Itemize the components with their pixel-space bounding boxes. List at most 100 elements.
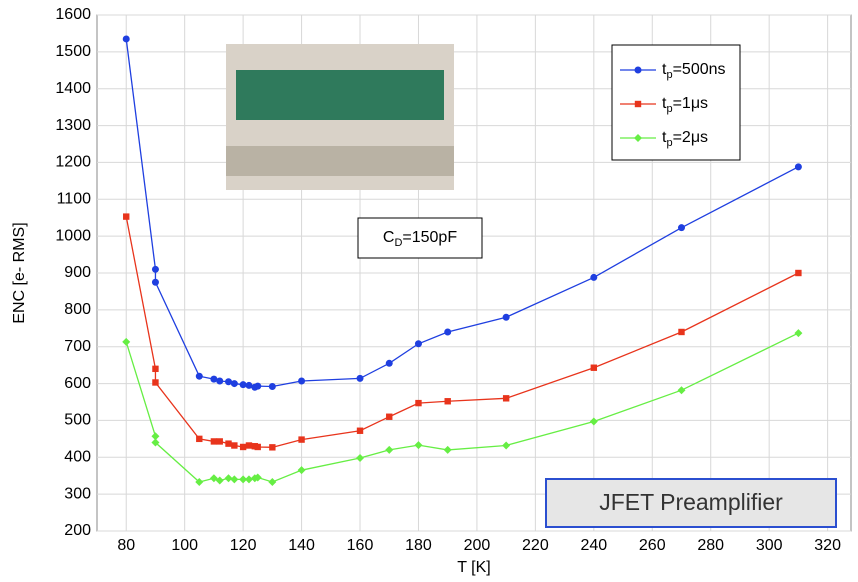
y-tick-label: 1100: [57, 191, 92, 208]
point: [151, 432, 160, 441]
x-tick-label: 300: [756, 537, 783, 554]
x-tick-label: 120: [230, 537, 257, 554]
point: [589, 417, 598, 426]
point: [795, 269, 802, 277]
label-box: [545, 478, 837, 528]
point: [443, 445, 452, 454]
point: [356, 427, 364, 434]
y-tick-label: 1600: [55, 6, 91, 23]
point: [298, 377, 306, 385]
y-tick-label: 1000: [55, 227, 91, 244]
legend-label: tp=1μs: [662, 95, 708, 115]
annotation: JFET Preamplifier: [599, 489, 783, 515]
point: [414, 340, 422, 348]
point: [444, 398, 451, 405]
x-tick-label: 140: [288, 537, 315, 554]
point: [590, 273, 598, 281]
legend: [611, 44, 741, 161]
y-tick-label: 200: [64, 522, 91, 539]
photo: [226, 44, 454, 190]
y-axis-label: ENC [e- RMS]: [11, 222, 28, 323]
x-axis-label: T [K]: [457, 559, 491, 576]
x-tick-label: 240: [580, 537, 607, 554]
point: [414, 441, 423, 450]
point: [385, 359, 393, 367]
y-tick-label: 1400: [55, 80, 91, 97]
point: [297, 466, 306, 475]
point: [230, 380, 238, 388]
point: [502, 313, 510, 321]
point: [210, 375, 218, 383]
y-tick-label: 600: [64, 375, 91, 392]
point: [415, 399, 422, 407]
point: [254, 443, 261, 451]
point: [356, 374, 364, 382]
point: [590, 364, 598, 371]
annotation: CD=150pF: [383, 229, 457, 249]
point: [239, 475, 248, 484]
point: [152, 379, 159, 386]
y-tick-label: 300: [64, 485, 91, 502]
photo-ruler: [226, 146, 454, 176]
x-tick-label: 280: [697, 537, 724, 554]
point: [239, 443, 247, 451]
y-tick-label: 1300: [55, 117, 91, 134]
x-tick-label: 320: [814, 537, 841, 554]
point: [216, 438, 223, 445]
x-tick-label: 180: [405, 537, 432, 554]
point: [678, 328, 685, 336]
y-tick-label: 500: [64, 412, 91, 429]
point: [209, 474, 218, 483]
point: [210, 438, 218, 445]
point: [677, 386, 686, 395]
legend-label: tp=500ns: [662, 61, 726, 81]
point: [253, 473, 262, 482]
point: [196, 435, 203, 443]
point: [123, 213, 130, 220]
point: [231, 442, 238, 449]
x-tick-label: 220: [522, 537, 549, 554]
legend-items: tp=500ns tp=1μs tp=2μs: [620, 61, 726, 149]
photo-board: [236, 70, 444, 120]
point: [122, 337, 131, 346]
point: [268, 383, 276, 391]
point: [634, 100, 642, 108]
y-tick-label: 1500: [55, 43, 91, 60]
point: [195, 477, 204, 486]
point: [122, 35, 130, 43]
annotation-box: [357, 217, 483, 259]
point: [151, 438, 160, 447]
series-layer: [122, 35, 803, 486]
point: [225, 378, 233, 386]
point: [245, 381, 253, 389]
point: [230, 475, 239, 484]
point: [195, 372, 203, 380]
point: [677, 224, 685, 232]
y-tick-label: 400: [64, 449, 91, 466]
x-tick-label: 80: [117, 537, 135, 554]
x-tick-label: 160: [347, 537, 374, 554]
point: [216, 377, 224, 385]
point: [215, 476, 224, 485]
point: [386, 413, 393, 420]
point: [444, 328, 452, 336]
point: [224, 474, 233, 483]
point: [298, 436, 305, 443]
point: [239, 381, 247, 389]
point: [151, 265, 159, 273]
point: [385, 445, 394, 454]
point: [356, 454, 365, 463]
x-tick-label: 200: [464, 537, 491, 554]
point: [244, 475, 253, 484]
point: [269, 444, 276, 451]
point: [254, 382, 262, 390]
point: [502, 395, 510, 402]
x-tick-label: 100: [171, 537, 198, 554]
y-tick-label: 800: [64, 301, 91, 318]
legend-label: tp=2μs: [662, 129, 708, 149]
point: [151, 278, 159, 286]
y-tick-label: 700: [64, 338, 91, 355]
point: [634, 134, 642, 142]
y-tick-label: 900: [64, 264, 91, 281]
